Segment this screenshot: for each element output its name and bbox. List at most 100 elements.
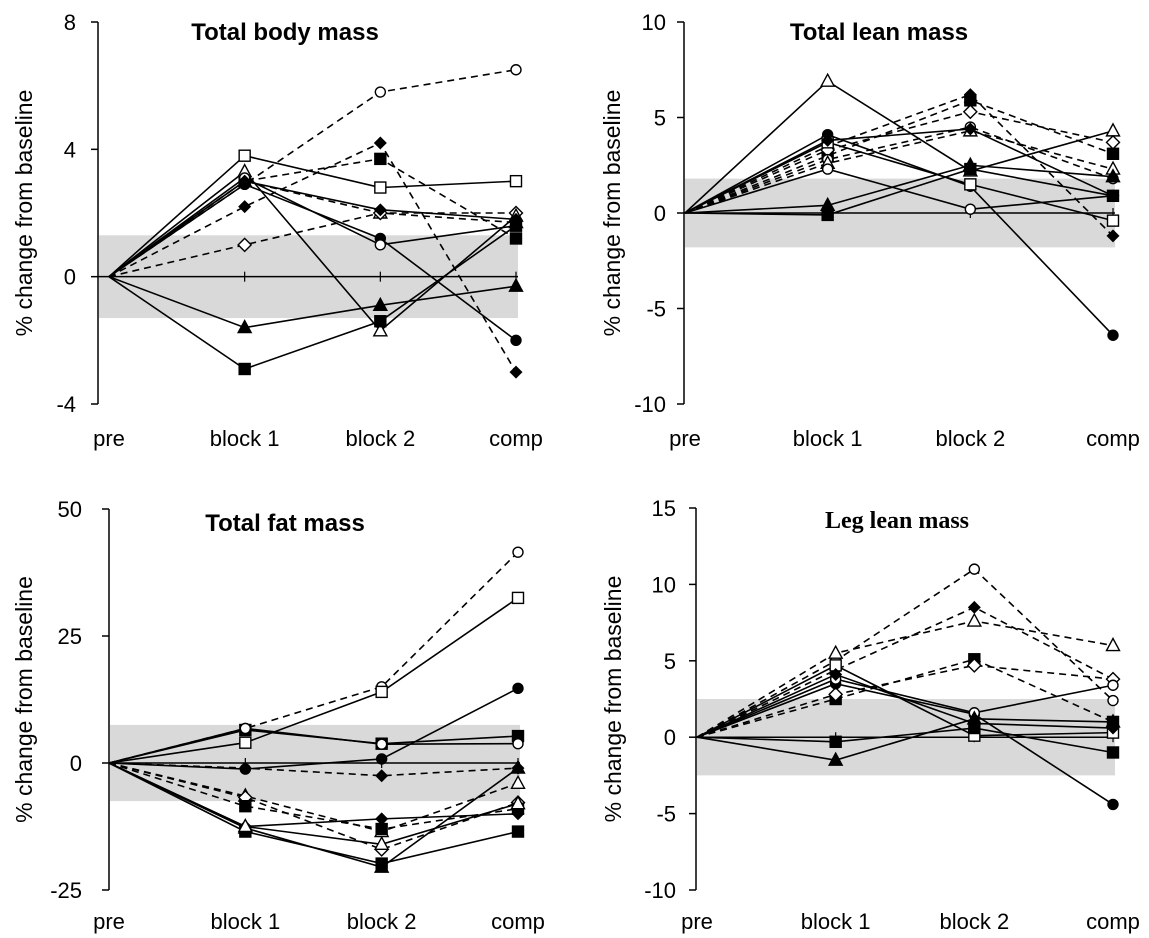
data-point	[1106, 189, 1120, 203]
data-point	[1107, 679, 1119, 691]
series-12	[108, 219, 523, 376]
series-line	[108, 180, 517, 278]
chart-title: Total lean mass	[790, 19, 968, 46]
series-line	[108, 597, 519, 764]
series-line	[696, 664, 1114, 738]
series-line	[108, 158, 517, 278]
data-point	[1105, 168, 1121, 183]
y-tick-label: 50	[58, 497, 82, 522]
series-line	[696, 606, 1114, 738]
series-line	[108, 180, 517, 278]
y-tick-label: 10	[652, 572, 676, 597]
data-point	[236, 319, 253, 334]
x-tick-label: comp	[491, 909, 545, 934]
y-tick-label: -5	[646, 297, 666, 322]
data-point	[375, 769, 389, 783]
data-point	[1107, 329, 1119, 341]
data-point	[511, 825, 525, 838]
data-point	[510, 334, 522, 347]
series-line	[684, 93, 1114, 237]
data-point	[1106, 229, 1120, 243]
y-tick-label: 25	[58, 624, 82, 649]
data-point	[829, 668, 843, 682]
data-point	[964, 178, 977, 191]
data-point	[375, 753, 388, 765]
series-11	[684, 156, 1121, 214]
series-3	[696, 612, 1121, 738]
y-tick-label: 0	[664, 725, 676, 750]
series-line	[684, 141, 1114, 222]
series-line	[108, 762, 519, 830]
series-line	[108, 762, 519, 833]
data-point	[819, 72, 836, 87]
data-point	[829, 735, 842, 748]
data-point	[827, 644, 844, 659]
y-tick-label: -4	[56, 392, 76, 417]
data-point	[1106, 746, 1120, 759]
data-point	[510, 759, 526, 774]
y-tick-label: -25	[50, 878, 82, 903]
series-5	[108, 722, 524, 764]
series-11	[108, 275, 524, 334]
x-tick-label: pre	[93, 426, 125, 451]
series-line	[696, 718, 1114, 761]
data-point	[372, 296, 389, 312]
data-point	[827, 751, 844, 766]
data-point	[237, 237, 253, 253]
data-point	[374, 152, 387, 166]
y-tick-label: -10	[634, 392, 666, 417]
y-axis-label: % change from baseline	[599, 90, 625, 337]
y-tick-label: 15	[652, 496, 676, 521]
data-point	[964, 203, 977, 215]
data-point	[1107, 694, 1119, 707]
data-point	[373, 136, 387, 150]
data-point	[828, 686, 844, 702]
x-tick-label: block 1	[210, 909, 280, 934]
y-tick-label: -10	[644, 878, 676, 903]
data-point	[238, 761, 252, 775]
series-line	[696, 620, 1114, 738]
data-point	[239, 722, 252, 735]
chart-title: Leg lean mass	[825, 508, 969, 534]
series-line	[108, 177, 517, 278]
data-point	[372, 322, 389, 337]
data-point	[967, 716, 981, 730]
data-point	[374, 239, 387, 251]
series-line	[684, 126, 1114, 214]
series-line	[684, 130, 1114, 214]
data-point	[374, 315, 387, 328]
series-line	[684, 164, 1114, 214]
series-line	[684, 128, 1114, 214]
data-point	[1106, 147, 1120, 160]
data-point	[508, 277, 524, 292]
chart-panel-3: 50 25 0 -25 pre block 1 block 2 comp % change fr…	[11, 497, 545, 934]
data-point	[512, 682, 524, 695]
x-tick-label: block 2	[939, 909, 1009, 934]
data-point	[1106, 214, 1120, 227]
series-line	[108, 551, 519, 764]
data-point	[512, 546, 524, 558]
series-line	[684, 133, 1114, 336]
data-point	[966, 612, 983, 627]
chart-panel-1: 8 4 0 -4 pre block 1 block 2 comp % change from …	[11, 10, 543, 451]
y-tick-label: 0	[654, 201, 666, 226]
y-axis-label: % change from baseline	[11, 576, 37, 823]
data-point	[967, 600, 981, 614]
data-point	[963, 122, 977, 136]
series-13	[108, 762, 526, 850]
data-point	[1105, 122, 1121, 137]
x-tick-label: block 2	[935, 426, 1005, 451]
data-point	[964, 94, 977, 107]
data-point	[509, 219, 523, 232]
series-line	[108, 68, 517, 278]
series-line	[696, 673, 1114, 738]
data-point	[373, 835, 390, 850]
x-tick-label: comp	[1086, 426, 1140, 451]
series-11	[696, 668, 1120, 738]
y-tick-label: 0	[70, 751, 82, 776]
series-line	[108, 762, 519, 777]
data-point	[962, 104, 978, 120]
series-line	[108, 762, 519, 846]
